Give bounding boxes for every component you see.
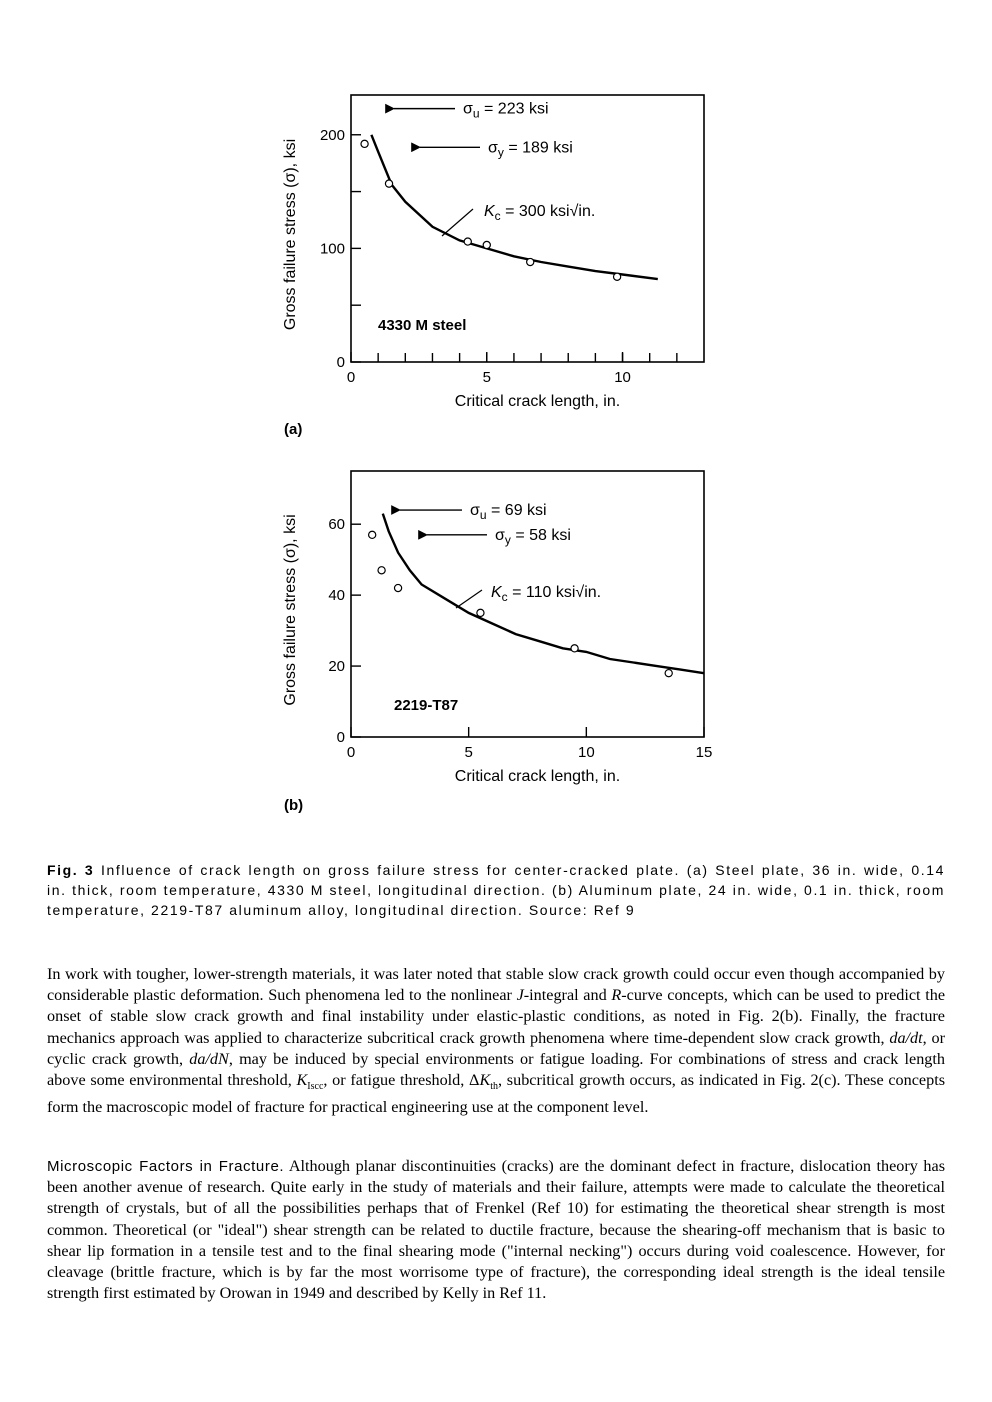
y-tick-label: 0 bbox=[337, 729, 345, 746]
p1-kiscc-subscript: Iscc bbox=[307, 1081, 324, 1093]
x-tick-label: 5 bbox=[483, 369, 491, 386]
figure-caption: Fig. 3 Influence of crack length on gros… bbox=[47, 860, 945, 920]
y-tick-label: 40 bbox=[328, 587, 345, 604]
kc-label: Kc = 300 ksi√in. bbox=[484, 203, 595, 223]
x-tick-label: 10 bbox=[578, 744, 595, 761]
figure-3b: 0 20 40 60 0 5 10 15 Critical crack length, in. G… bbox=[270, 460, 730, 820]
y-axis-title: Gross failure stress (σ), ksi bbox=[282, 514, 299, 705]
x-tick-label: 0 bbox=[347, 369, 355, 386]
data-point bbox=[393, 583, 403, 593]
sigma-y-label: σy = 189 ksi bbox=[488, 139, 573, 159]
data-point bbox=[526, 257, 535, 267]
chart-b-svg: 0 20 40 60 0 5 10 15 Critical crack length, in. G… bbox=[282, 470, 713, 814]
paragraph-fracture-concepts: In work with tougher, lower-strength mat… bbox=[47, 964, 945, 1119]
x-tick-label: 5 bbox=[464, 744, 472, 761]
x-tick-label: 15 bbox=[696, 744, 713, 761]
caption-text: Influence of crack length on gross failu… bbox=[47, 862, 945, 918]
caption-label: Fig. 3 bbox=[47, 862, 95, 878]
panel-label: (a) bbox=[284, 421, 302, 438]
p1-text-2: -integral and bbox=[523, 986, 612, 1005]
data-point bbox=[384, 179, 394, 188]
p2-lead-in: Microscopic Factors in Fracture. bbox=[47, 1158, 285, 1175]
x-tick-label: 10 bbox=[614, 369, 631, 386]
plot-frame bbox=[350, 470, 705, 738]
x-axis-title: Critical crack length, in. bbox=[455, 768, 620, 785]
y-tick-label: 200 bbox=[320, 127, 345, 144]
figure-3a: 0 100 200 0 5 10 Critical crack length, in. Gro… bbox=[270, 82, 730, 442]
material-label: 2219-T87 bbox=[394, 697, 458, 714]
data-point bbox=[482, 240, 491, 250]
data-point bbox=[377, 566, 386, 575]
p1-text-5: , may be induced by special environments… bbox=[47, 1049, 945, 1090]
y-tick-label: 60 bbox=[328, 516, 345, 533]
data-point bbox=[612, 272, 622, 281]
y-tick-label: 0 bbox=[337, 354, 345, 371]
chart-a-svg: 0 100 200 0 5 10 Critical crack length, in. Gro… bbox=[282, 94, 705, 438]
data-point bbox=[463, 237, 472, 246]
paragraph-microscopic-factors: Microscopic Factors in Fracture. Althoug… bbox=[47, 1156, 945, 1304]
y-axis-title: Gross failure stress (σ), ksi bbox=[282, 139, 299, 330]
sigma-u-label: σu = 223 ksi bbox=[463, 101, 549, 121]
p1-dadn: da/dN bbox=[189, 1049, 229, 1068]
p1-k-symbol-2: K bbox=[479, 1071, 491, 1090]
data-point bbox=[367, 530, 377, 540]
p1-text-6: , or fatigue threshold, Δ bbox=[323, 1071, 480, 1090]
y-tick-label: 20 bbox=[328, 658, 345, 675]
data-point bbox=[476, 608, 485, 618]
p1-text-7: , subcritical growth occurs, as indicate… bbox=[47, 1071, 945, 1117]
kc-leader-line bbox=[441, 208, 474, 237]
p1-text-3: -curve concepts, which can be used to pr… bbox=[47, 986, 946, 1047]
panel-label: (b) bbox=[284, 797, 303, 814]
p1-j-symbol: J bbox=[516, 986, 524, 1005]
data-point bbox=[360, 139, 369, 149]
x-axis-title: Critical crack length, in. bbox=[455, 393, 620, 410]
x-tick-label: 0 bbox=[347, 744, 355, 761]
kc-curve bbox=[381, 513, 705, 675]
p1-k-symbol: K bbox=[296, 1071, 308, 1090]
data-point bbox=[664, 668, 673, 678]
p1-text-1: In work with tougher, lower-strength mat… bbox=[47, 965, 945, 1005]
kc-label: Kc = 110 ksi√in. bbox=[491, 584, 601, 604]
y-tick-label: 100 bbox=[320, 240, 345, 257]
kc-leader-line bbox=[455, 589, 483, 609]
p1-text-4: , or cyclic crack growth, bbox=[47, 1028, 946, 1068]
material-label: 4330 M steel bbox=[378, 317, 466, 334]
sigma-u-label: σu = 69 ksi bbox=[470, 502, 547, 522]
data-point bbox=[570, 644, 579, 653]
plot-frame bbox=[350, 94, 705, 363]
p1-r-symbol: R bbox=[611, 986, 622, 1005]
sigma-y-label: σy = 58 ksi bbox=[495, 527, 571, 547]
p1-kth-subscript: th bbox=[490, 1081, 499, 1093]
p1-dadt: da/dt bbox=[889, 1028, 923, 1047]
p2-text: Although planar discontinuities (cracks)… bbox=[47, 1157, 945, 1303]
